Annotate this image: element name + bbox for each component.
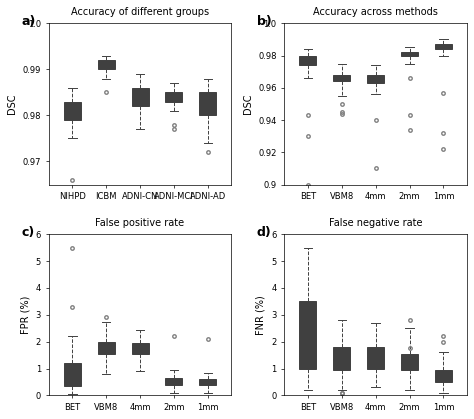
Y-axis label: FPR (%): FPR (%) — [20, 295, 30, 334]
PathPatch shape — [401, 354, 418, 370]
PathPatch shape — [98, 341, 115, 354]
PathPatch shape — [165, 378, 182, 385]
Y-axis label: DSC: DSC — [7, 94, 17, 114]
Text: b): b) — [257, 15, 272, 28]
PathPatch shape — [165, 92, 182, 101]
Y-axis label: FNR (%): FNR (%) — [255, 295, 266, 335]
PathPatch shape — [367, 347, 384, 369]
PathPatch shape — [64, 363, 81, 386]
Title: False positive rate: False positive rate — [95, 218, 184, 228]
PathPatch shape — [435, 44, 452, 49]
PathPatch shape — [98, 60, 115, 70]
PathPatch shape — [300, 301, 317, 369]
PathPatch shape — [401, 52, 418, 56]
PathPatch shape — [300, 56, 317, 65]
Text: c): c) — [21, 226, 35, 239]
PathPatch shape — [367, 75, 384, 83]
Text: d): d) — [257, 226, 272, 239]
PathPatch shape — [333, 75, 350, 81]
PathPatch shape — [132, 88, 148, 106]
PathPatch shape — [199, 379, 216, 385]
Title: Accuracy across methods: Accuracy across methods — [313, 7, 438, 17]
PathPatch shape — [199, 92, 216, 115]
PathPatch shape — [333, 347, 350, 370]
Y-axis label: DSC: DSC — [243, 94, 253, 114]
Title: Accuracy of different groups: Accuracy of different groups — [71, 7, 209, 17]
PathPatch shape — [64, 101, 81, 120]
PathPatch shape — [132, 343, 148, 354]
Title: False negative rate: False negative rate — [329, 218, 422, 228]
Text: a): a) — [21, 15, 36, 28]
PathPatch shape — [435, 370, 452, 382]
